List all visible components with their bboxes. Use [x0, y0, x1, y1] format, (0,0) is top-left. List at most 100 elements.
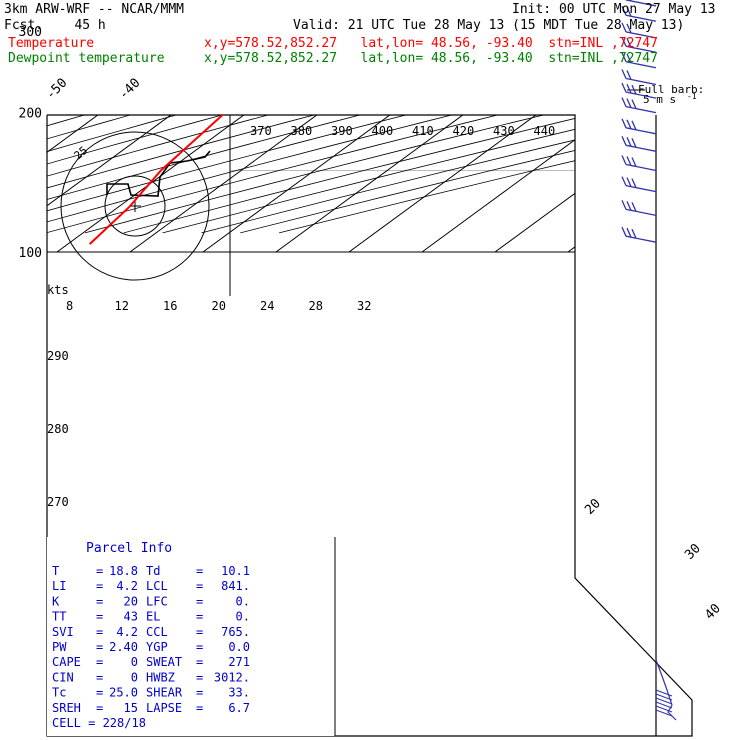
wind-barb-flag: [631, 84, 637, 95]
valid-time: Valid: 21 UTC Tue 28 May 13 (15 MDT Tue …: [293, 18, 685, 33]
dry-adiabat-line: [47, 115, 692, 234]
dry-adiabat-line: [47, 115, 692, 234]
parcel-eq: =: [196, 686, 203, 700]
dry-adiabat-line: [47, 115, 692, 234]
wind-barbs: Full barb:5 m s -1: [621, 0, 704, 721]
dry-adiabat-line: [47, 115, 692, 234]
parcel-value: 0.: [236, 610, 250, 624]
parcel-eq: =: [196, 610, 203, 624]
low-level-wind-barb: [655, 709, 673, 717]
theta-left-label: 270: [47, 495, 69, 509]
low-level-wind-barb: [655, 705, 673, 713]
hodo-ring-outer: [60, 131, 210, 281]
parcel-value: 0: [131, 670, 138, 684]
chart-series: [47, 115, 692, 245]
wind-barb-flag: [626, 23, 632, 34]
isotherm-label-top: -40: [116, 76, 143, 103]
parcel-eq: =: [196, 640, 203, 654]
parcel-label: SWEAT: [146, 655, 182, 669]
init-time: Init: 00 UTC Mon 27 May 13: [512, 2, 716, 17]
parcel-cell: CELL = 228/18: [52, 716, 146, 730]
parcel-label: Tc: [52, 686, 66, 700]
parcel-label: CIN: [52, 670, 74, 684]
dry-adiabat-line: [47, 115, 692, 234]
pressure-label-300: 300: [19, 25, 42, 40]
dewpoint-legend: Dewpoint temperature: [8, 51, 165, 66]
wind-barb-flag: [621, 155, 627, 165]
hodo-speed-label: 8: [66, 299, 73, 313]
hodo-speed-label: 16: [163, 299, 177, 313]
model-title: 3km ARW-WRF -- NCAR/MMM: [4, 2, 185, 17]
parcel-value: 0.: [236, 594, 250, 608]
dewpoint-station-info: x,y=578.52,852.27 lat,lon= 48.56, -93.40…: [204, 51, 658, 66]
low-level-wind-barb: [655, 701, 673, 709]
wind-barb-flag: [621, 226, 627, 237]
parcel-label: LAPSE: [146, 701, 182, 715]
wind-barb-flag: [621, 22, 627, 33]
parcel-value: 4.2: [116, 625, 138, 639]
dry-adiabat-line: [47, 115, 692, 234]
temperature-legend: Temperature: [8, 36, 95, 51]
wind-barb-flag: [621, 52, 627, 63]
parcel-eq: =: [96, 640, 103, 654]
dry-adiabat-line: [47, 115, 692, 234]
parcel-label: LCL: [146, 579, 168, 593]
parcel-eq: =: [96, 625, 103, 639]
pressure-label-200: 200: [19, 107, 42, 122]
isotherm-line: [714, 0, 740, 252]
isotherm-label-right: 30: [682, 541, 704, 563]
parcel-eq: =: [196, 625, 203, 639]
wind-barb-flag: [626, 7, 632, 17]
hodo-speed-label: 20: [212, 299, 226, 313]
barb-legend-title: Full barb:: [638, 83, 704, 96]
hodo-speed-label: 32: [357, 299, 371, 313]
parcel-eq: =: [96, 670, 103, 684]
parcel-label: SVI: [52, 625, 74, 639]
temperature-station-info: x,y=578.52,852.27 lat,lon= 48.56, -93.40…: [204, 36, 658, 51]
wind-barb-flag: [626, 119, 632, 130]
parcel-value: 43: [124, 610, 138, 624]
wind-barb-flag: [626, 98, 632, 108]
parcel-label: LFC: [146, 594, 168, 608]
wind-barb-flag: [626, 70, 632, 80]
hodograph: 25: [60, 131, 211, 281]
parcel-eq: =: [196, 670, 203, 684]
parcel-value: 0.0: [228, 640, 250, 654]
parcel-eq: =: [96, 701, 103, 715]
parcel-eq: =: [96, 564, 103, 578]
theta-label: 400: [372, 124, 394, 138]
wind-barb-flag: [621, 6, 627, 16]
theta-label: 440: [534, 124, 556, 138]
wind-barb-flag: [626, 137, 632, 147]
theta-label: 380: [291, 124, 313, 138]
hodo-ring-inner: [104, 175, 166, 237]
isotherm-label-top: -50: [43, 76, 70, 103]
chart-axis-labels: 100200300400500600700800900100023581220-…: [19, 25, 724, 623]
theta-label: 430: [493, 124, 515, 138]
low-level-winds: [655, 659, 677, 721]
dry-adiabat-line: [47, 115, 692, 234]
parcel-value: 271: [228, 655, 250, 669]
pressure-label-100: 100: [19, 246, 42, 261]
wind-barb-flag: [621, 69, 627, 79]
wind-barb-flag: [631, 138, 637, 148]
hodo-speed-label: 28: [309, 299, 323, 313]
wind-barb-flag: [626, 177, 632, 187]
parcel-label: Td: [146, 564, 160, 578]
parcel-label: SHEAR: [146, 686, 183, 700]
dry-adiabat-line: [162, 115, 692, 234]
low-level-wind-barb: [655, 697, 673, 705]
dry-adiabat-line: [47, 115, 692, 234]
wind-barb-flag: [631, 228, 637, 239]
wind-barb-flag: [621, 82, 627, 93]
theta-label: 390: [331, 124, 353, 138]
parcel-rows: T = 18.8 Td = 10.1 LI = 4.2 LCL = 841. K = 20 LFC = 0. TT =…: [52, 564, 250, 715]
wind-barb-flag: [626, 53, 632, 64]
parcel-label: PW: [52, 640, 67, 654]
parcel-label: T: [52, 564, 59, 578]
wind-barb-flag: [631, 202, 637, 212]
parcel-value: 3012.: [214, 670, 250, 684]
barb-legend-unit: 5 m s: [643, 93, 676, 106]
parcel-value: 6.7: [228, 701, 250, 715]
parcel-eq: =: [96, 655, 103, 669]
